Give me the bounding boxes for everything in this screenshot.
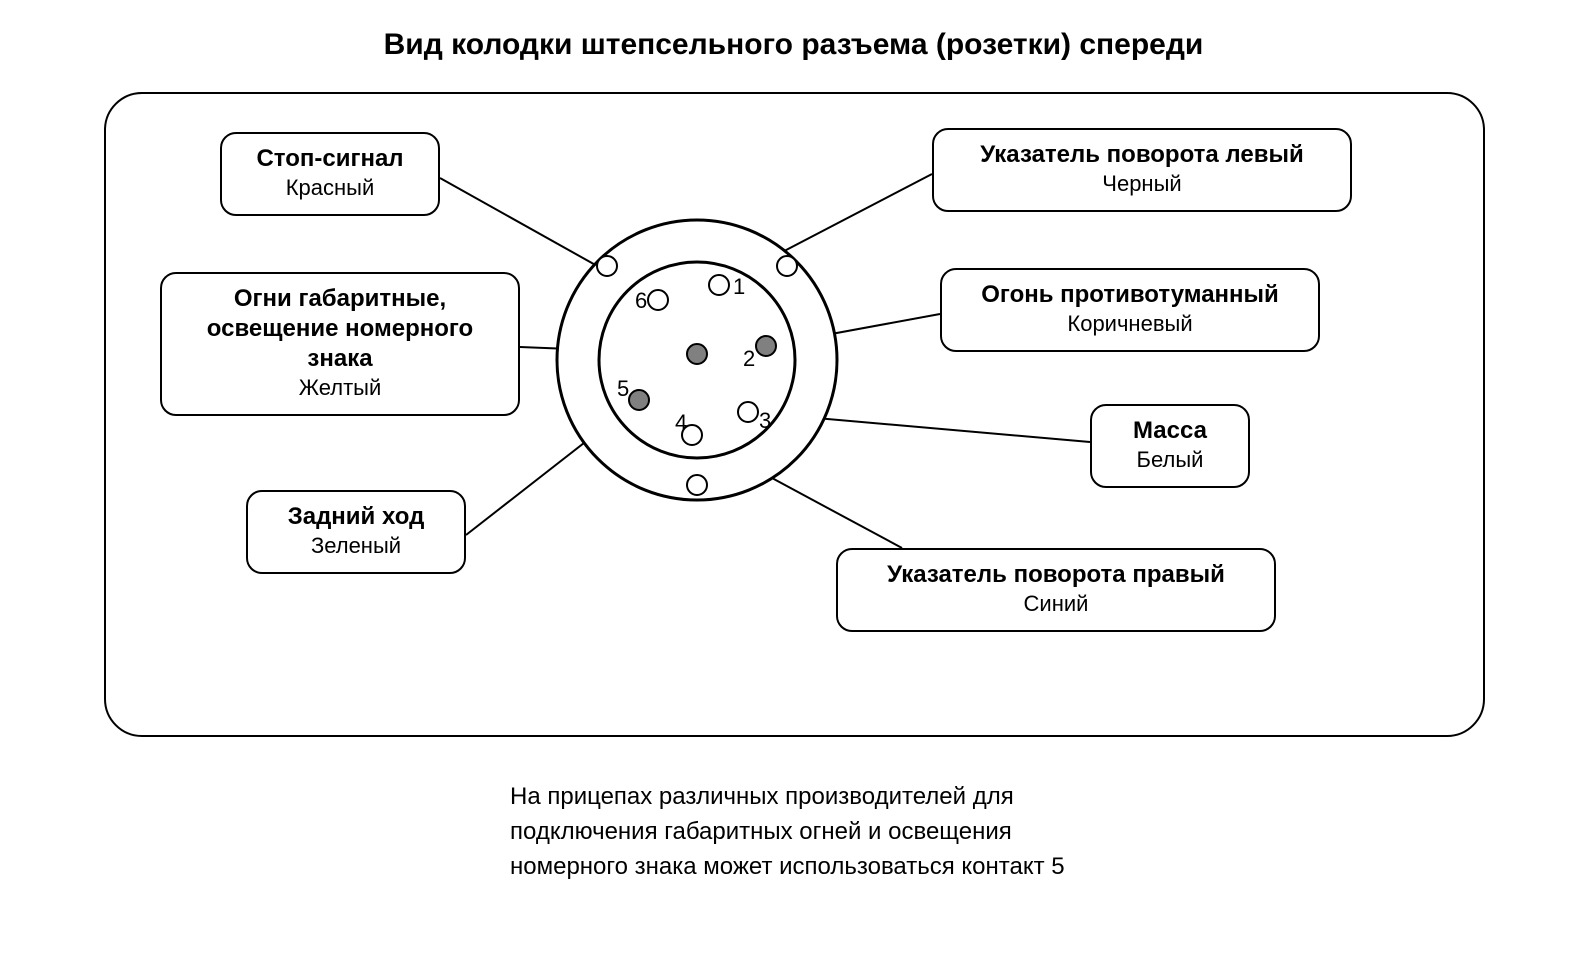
pin-number-1: 1 (733, 274, 745, 299)
label-side-lights: Огни габаритные,освещение номерногознака… (160, 272, 520, 416)
label-stop-title: Стоп-сигнал (244, 144, 416, 174)
pin-3 (738, 402, 758, 422)
label-left-turn-color: Черный (956, 170, 1328, 198)
label-right-turn: Указатель поворота правыйСиний (836, 548, 1276, 632)
label-ground-color: Белый (1114, 446, 1226, 474)
label-right-turn-title: Указатель поворота правый (860, 560, 1252, 590)
connector-socket: 1 2 3 4 5 6 (527, 190, 867, 530)
pin-7 (687, 344, 707, 364)
pin-6 (648, 290, 668, 310)
screw-hole-1 (777, 256, 797, 276)
label-reverse-color: Зеленый (270, 532, 442, 560)
label-side-lights-title: Огни габаритные,освещение номерногознака (184, 284, 496, 374)
label-stop: Стоп-сигналКрасный (220, 132, 440, 216)
label-ground: МассаБелый (1090, 404, 1250, 488)
label-reverse-title: Задний ход (270, 502, 442, 532)
label-fog-title: Огонь противотуманный (964, 280, 1296, 310)
footnote-text: На прицепах различных производителей для… (510, 780, 1350, 884)
pin-2 (756, 336, 776, 356)
label-fog-color: Коричневый (964, 310, 1296, 338)
label-right-turn-color: Синий (860, 590, 1252, 618)
pin-number-4: 4 (675, 410, 687, 435)
screw-hole-2 (687, 475, 707, 495)
pin-number-2: 2 (743, 346, 755, 371)
label-stop-color: Красный (244, 174, 416, 202)
pin-number-3: 3 (759, 408, 771, 433)
label-fog: Огонь противотуманныйКоричневый (940, 268, 1320, 352)
label-reverse: Задний ходЗеленый (246, 490, 466, 574)
label-ground-title: Масса (1114, 416, 1226, 446)
pin-1 (709, 275, 729, 295)
pin-5 (629, 390, 649, 410)
pin-number-6: 6 (635, 288, 647, 313)
pin-number-5: 5 (617, 376, 629, 401)
label-left-turn-title: Указатель поворота левый (956, 140, 1328, 170)
label-side-lights-color: Желтый (184, 374, 496, 402)
label-left-turn: Указатель поворота левыйЧерный (932, 128, 1352, 212)
screw-hole-0 (597, 256, 617, 276)
